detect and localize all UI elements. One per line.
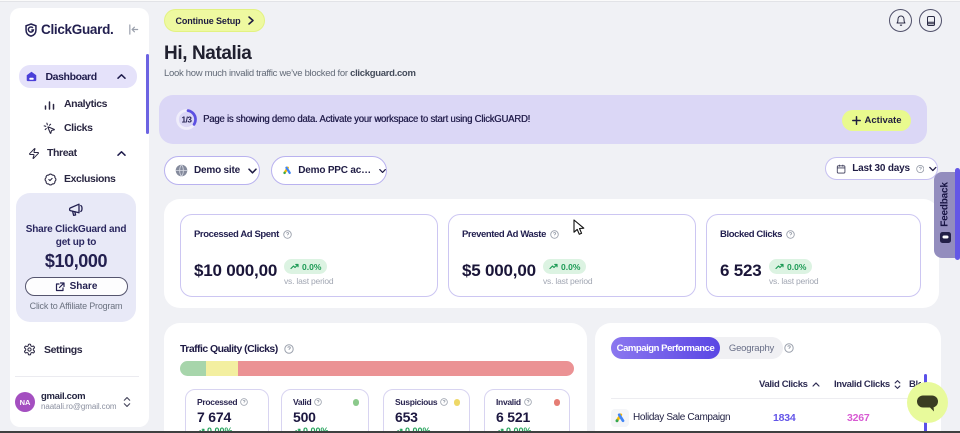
svg-text:1/3: 1/3	[182, 115, 193, 124]
